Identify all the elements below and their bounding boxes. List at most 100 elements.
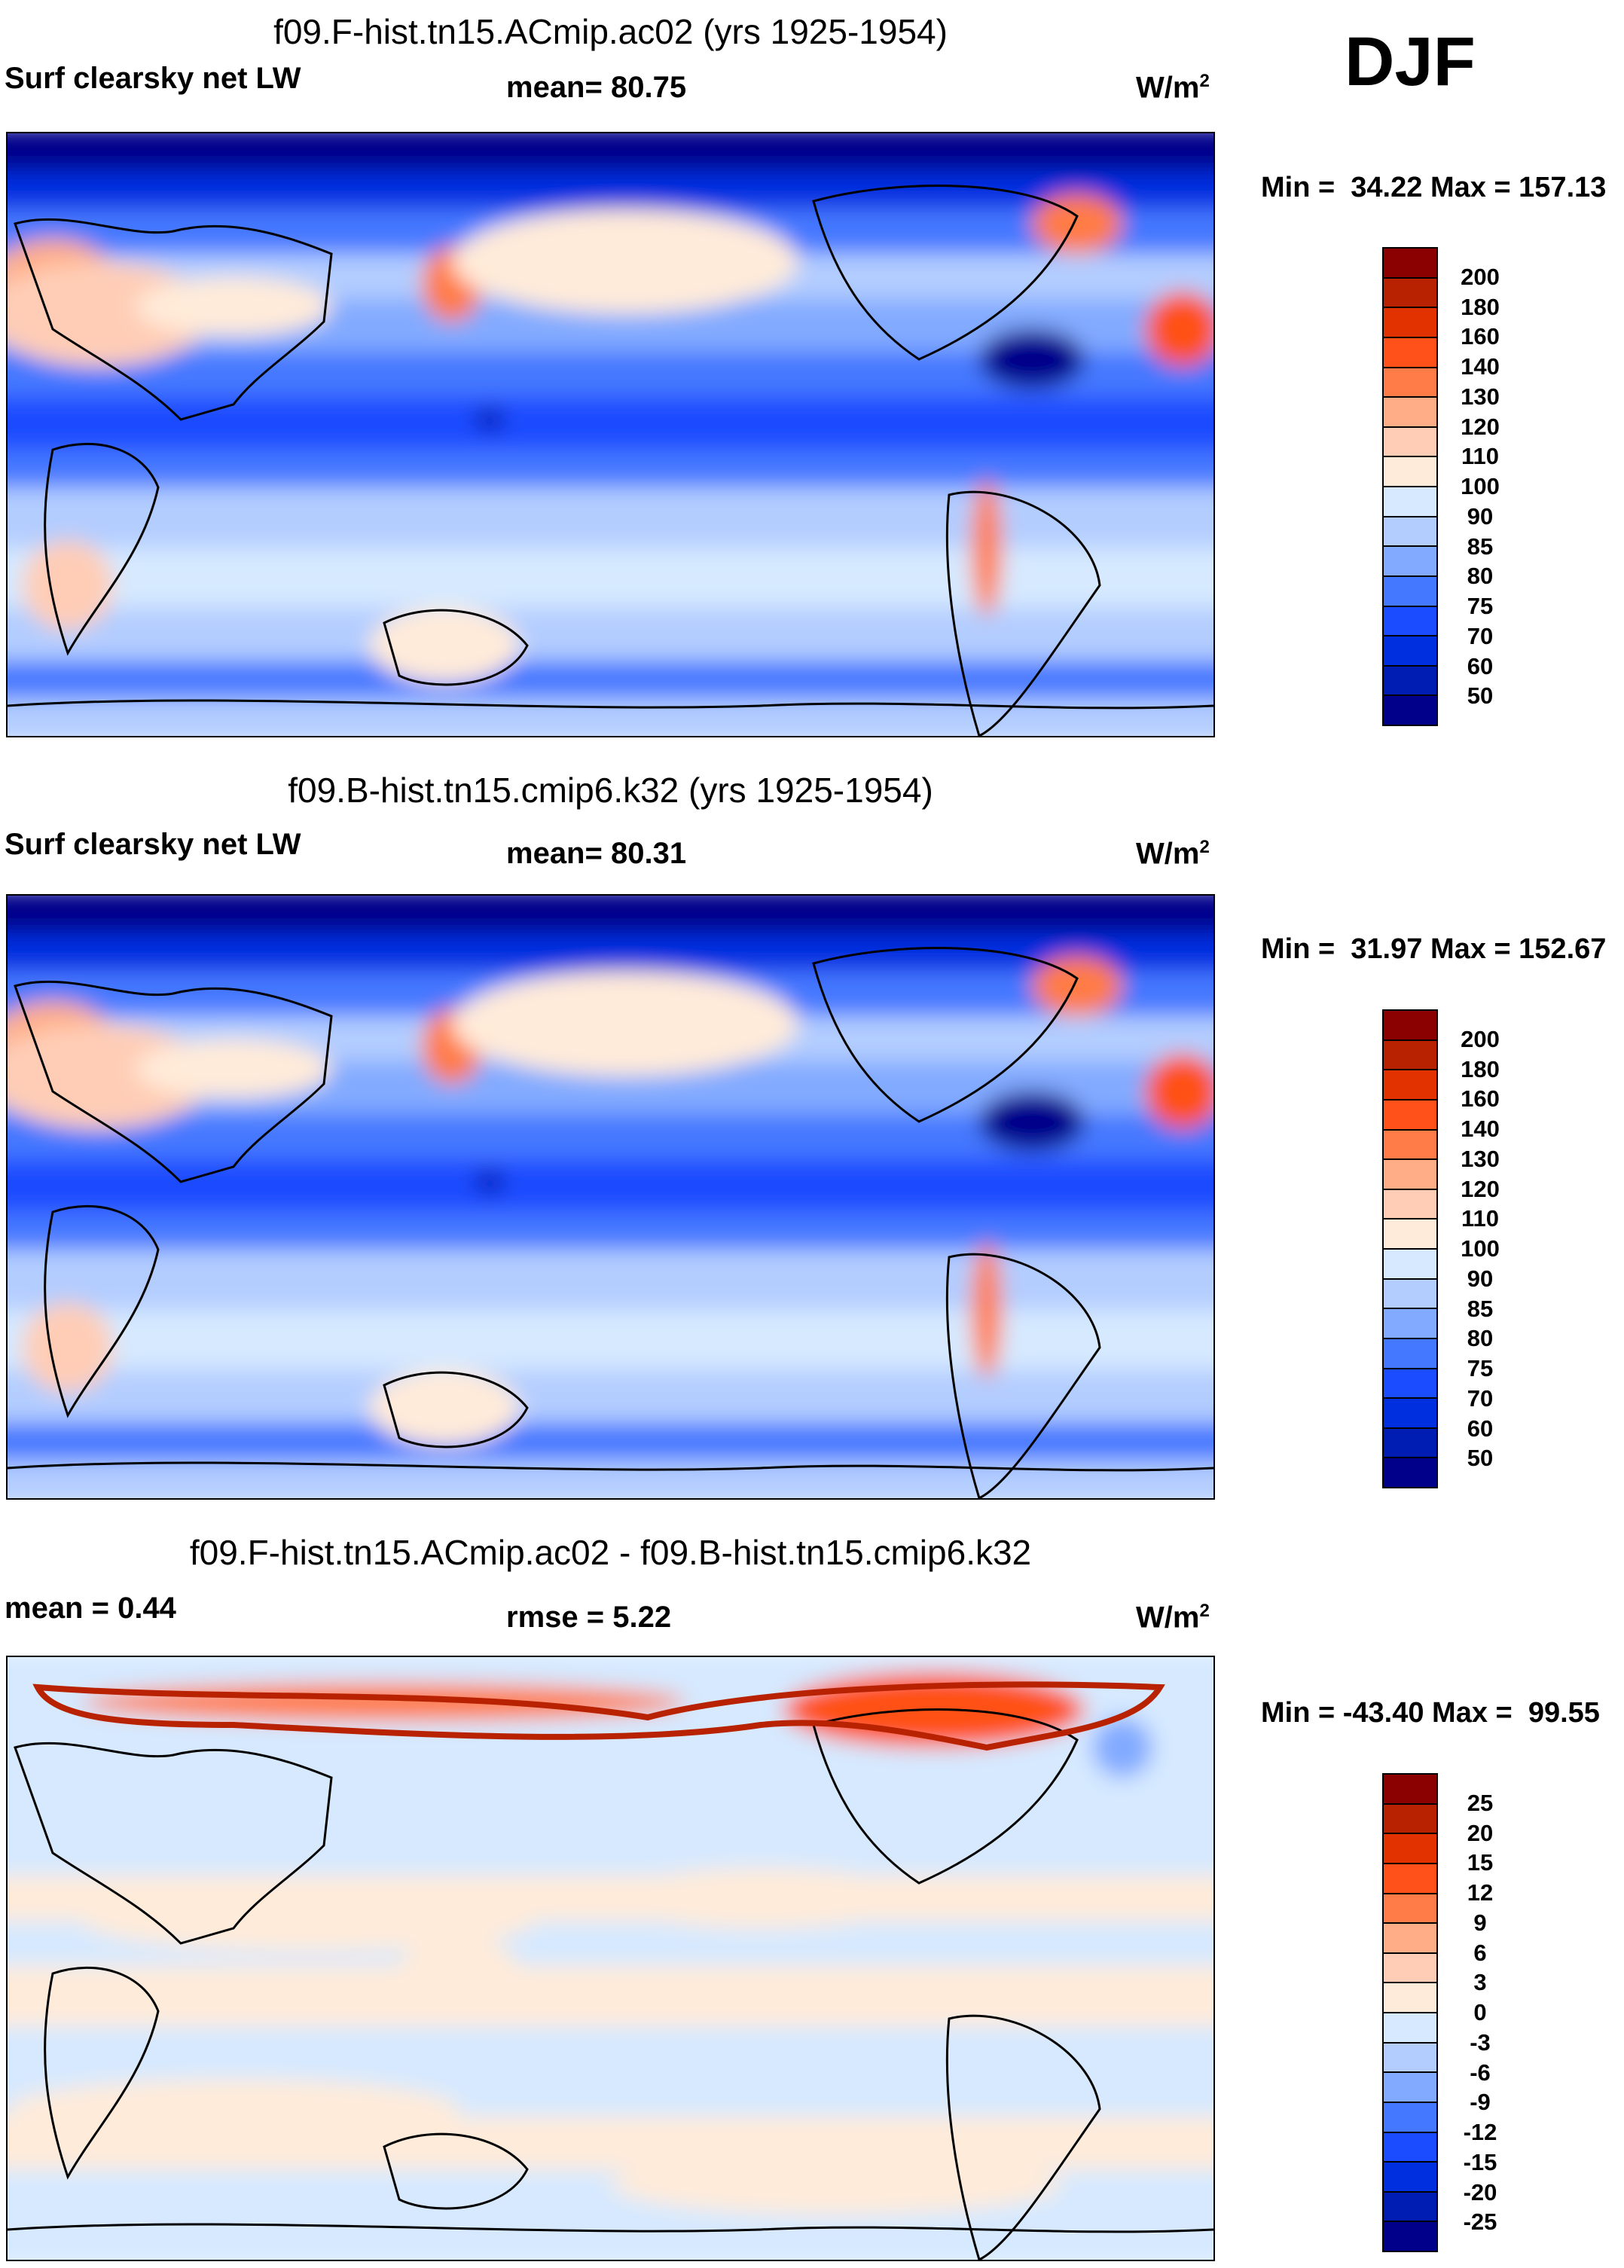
contour-map [0, 888, 1244, 1506]
colorbar-tick-label: 0 [1473, 1999, 1487, 2025]
colorbar-swatch [1384, 457, 1436, 487]
colorbar [1382, 1773, 1438, 2252]
colorbar-tick-label: 180 [1461, 1055, 1500, 1082]
stat-label: mean= [506, 71, 603, 104]
colorbar-tick-label: 90 [1467, 1265, 1494, 1292]
map-panel [0, 1650, 1244, 2267]
colorbar-tick-label: 3 [1473, 1969, 1487, 1996]
colorbar-swatch [1384, 1279, 1436, 1310]
colorbar-swatch [1384, 1130, 1436, 1161]
colorbar-tick-label: 130 [1461, 1145, 1500, 1172]
min-max-readout: Min = 31.97 Max = 152.67 [1261, 933, 1607, 965]
contour-band [0, 1461, 1244, 1506]
colorbar-swatch [1384, 487, 1436, 517]
contour-region [136, 1039, 331, 1099]
coastline [383, 609, 529, 686]
contour-region [475, 1171, 505, 1193]
variable-label: Surf clearsky net LW [5, 62, 301, 95]
contour-region [610, 2154, 1062, 2215]
coastline [945, 2014, 1101, 2262]
units: W/m [1136, 837, 1200, 871]
contour-fill [0, 1650, 1244, 2267]
coastline [44, 1966, 160, 2180]
contour-region [23, 540, 113, 630]
contour-region [1092, 1717, 1152, 1778]
colorbar-swatch [1384, 2013, 1436, 2044]
colorbar-tick-label: 120 [1461, 1175, 1500, 1202]
contour-region [972, 1242, 1002, 1378]
colorbar-swatch [1384, 696, 1436, 725]
colorbar-tick-label: 15 [1467, 1849, 1494, 1876]
colorbar-swatch [1384, 1775, 1436, 1805]
colorbar-swatch [1384, 547, 1436, 577]
colorbar-tick-label: -12 [1463, 2119, 1497, 2145]
colorbar-swatch [1384, 1894, 1436, 1925]
stat-value: 5.22 [612, 1601, 672, 1634]
colorbar-tick-label: 130 [1461, 383, 1500, 410]
contour-region [452, 971, 798, 1076]
stat-value: 80.75 [610, 71, 687, 104]
colorbar [1382, 247, 1438, 726]
coastline [383, 2132, 529, 2210]
units: W/m [1136, 1601, 1200, 1635]
contour-region [972, 480, 1002, 615]
colorbar-tick-label: 80 [1467, 1325, 1494, 1352]
colorbar-swatch [1384, 1983, 1436, 2013]
colorbar-tick-label: 6 [1473, 1939, 1487, 1966]
coastline [44, 1204, 160, 1418]
colorbar-swatch [1384, 1399, 1436, 1429]
colorbar-tick-label: 90 [1467, 502, 1494, 530]
colorbar-tick-label: 75 [1467, 593, 1494, 619]
contour-region [8, 2079, 459, 2139]
colorbar-tick-label: 200 [1461, 1025, 1500, 1052]
units-superscript: 2 [1199, 71, 1210, 91]
colorbar-swatch [1384, 2163, 1436, 2193]
colorbar-tick-label: -3 [1470, 2028, 1491, 2056]
colorbar-swatch [1384, 1189, 1436, 1220]
colorbar-tick-label: 9 [1473, 1909, 1487, 1936]
colorbar-swatch [1384, 1864, 1436, 1894]
colorbar-tick-label: 140 [1461, 353, 1500, 380]
variable-label: Surf clearsky net LW [5, 828, 301, 861]
colorbar-swatch [1384, 1458, 1436, 1487]
stat-readout: mean= 80.75 [506, 71, 686, 105]
coastline [7, 699, 1214, 710]
panel-title: f09.B-hist.tn15.cmip6.k32 (yrs 1925-1954… [288, 771, 933, 810]
colorbar-tick-label: 110 [1461, 1205, 1499, 1232]
colorbar-swatch [1384, 1160, 1436, 1190]
coastline [14, 1741, 333, 1945]
contour-region [979, 329, 1085, 389]
colorbar-tick-label: -25 [1463, 2208, 1497, 2236]
stat-value: 80.31 [610, 837, 687, 870]
contour-region [83, 1683, 685, 1721]
colorbar-swatch [1384, 1953, 1436, 1984]
colorbar-swatch [1384, 636, 1436, 667]
contour-region [1032, 956, 1122, 1016]
contour-map [0, 126, 1244, 743]
contour-region [610, 1868, 911, 1928]
contour-region [23, 1302, 113, 1393]
colorbar-swatch [1384, 337, 1436, 368]
colorbar-tick-label: 160 [1461, 1085, 1500, 1113]
colorbar-swatch [1384, 1369, 1436, 1400]
colorbar-swatch [1384, 2043, 1436, 2074]
colorbar-swatch [1384, 1100, 1436, 1131]
colorbar-swatch [1384, 2102, 1436, 2133]
contour-region [136, 276, 331, 337]
colorbar-tick-label: -9 [1470, 2089, 1491, 2116]
colorbar-swatch [1384, 398, 1436, 428]
colorbar-tick-label: 180 [1461, 293, 1500, 320]
coastline [945, 1253, 1101, 1500]
colorbar-swatch [1384, 1804, 1436, 1835]
coastline [812, 185, 1079, 361]
stat-readout: rmse = 5.22 [506, 1601, 671, 1635]
colorbar-swatch [1384, 1834, 1436, 1864]
colorbar-tick-label: 200 [1461, 263, 1500, 290]
colorbar-tick-label: 25 [1467, 1789, 1494, 1816]
contour-fill [0, 126, 1244, 743]
contour-region [369, 608, 520, 683]
colorbar-swatch [1384, 1428, 1436, 1459]
coastline [14, 218, 333, 421]
variable-label: mean = 0.44 [5, 1592, 176, 1625]
